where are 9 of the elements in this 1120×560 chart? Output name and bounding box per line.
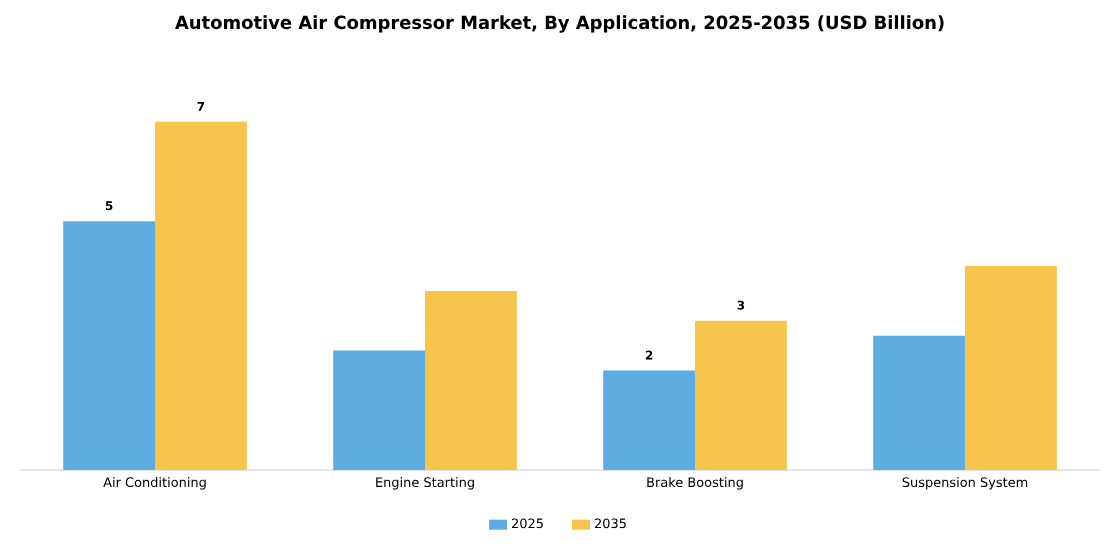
chart-title: Automotive Air Compressor Market, By Application, 2025-2035 (USD Billion)	[175, 15, 944, 33]
bar	[155, 121, 247, 470]
bar	[333, 350, 426, 470]
bar	[425, 290, 517, 470]
bar	[603, 370, 696, 470]
bar	[873, 335, 966, 470]
bar	[965, 266, 1057, 470]
bar	[695, 320, 787, 470]
bar	[63, 221, 156, 470]
